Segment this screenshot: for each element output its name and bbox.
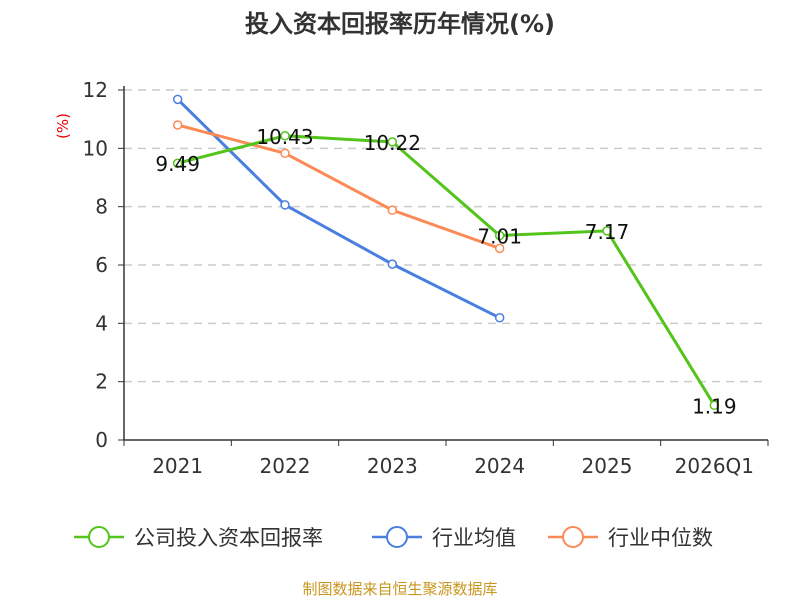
- legend-item[interactable]: 公司投入资本回报率: [74, 526, 323, 550]
- legend-label: 行业中位数: [608, 526, 713, 550]
- data-label: 1.19: [692, 394, 737, 418]
- x-tick-label: 2026Q1: [675, 454, 754, 478]
- x-tick-label: 2023: [367, 454, 418, 478]
- x-tick-label: 2025: [582, 454, 633, 478]
- data-point: [494, 243, 505, 254]
- data-point: [280, 131, 290, 141]
- x-tick-label: 2024: [474, 454, 525, 478]
- legend-marker-icon: [562, 526, 584, 548]
- series-line: [177, 134, 716, 407]
- y-tick-label: 12: [83, 78, 108, 102]
- data-label: 7.01: [477, 225, 522, 249]
- y-axis-label: (%): [54, 113, 72, 139]
- legend-marker-icon: [88, 526, 110, 548]
- data-point: [602, 226, 612, 236]
- x-tick-label: 2021: [152, 454, 203, 478]
- legend-marker-icon: [386, 526, 408, 548]
- x-tick-label: 2022: [260, 454, 311, 478]
- data-point: [709, 400, 720, 411]
- y-tick-label: 0: [95, 428, 108, 452]
- y-tick-label: 2: [95, 370, 108, 394]
- source-note: 制图数据来自恒生聚源数据库: [302, 580, 497, 598]
- y-tick-label: 4: [95, 311, 108, 335]
- y-tick-label: 10: [83, 136, 108, 160]
- legend-item[interactable]: 行业中位数: [548, 526, 713, 550]
- data-label: 9.49: [155, 152, 200, 176]
- data-label: 10.43: [256, 125, 313, 149]
- y-tick-label: 8: [95, 195, 108, 219]
- data-point: [387, 137, 398, 147]
- series-line: [176, 98, 501, 320]
- y-tick-label: 6: [95, 253, 108, 277]
- legend-label: 行业均值: [432, 526, 516, 550]
- data-point: [280, 200, 290, 210]
- data-point: [494, 230, 505, 241]
- data-point: [172, 94, 183, 105]
- data-point: [387, 205, 398, 215]
- legend-label: 公司投入资本回报率: [134, 526, 323, 550]
- series-line: [177, 123, 501, 250]
- data-point: [172, 120, 183, 130]
- data-label: 7.17: [585, 220, 630, 244]
- legend-item[interactable]: 行业均值: [372, 526, 516, 550]
- data-point: [172, 158, 183, 168]
- data-point: [280, 148, 290, 159]
- chart-title: 投入资本回报率历年情况(%): [245, 10, 555, 38]
- data-label: 10.22: [364, 131, 421, 155]
- data-point: [387, 259, 398, 269]
- data-point: [494, 313, 505, 323]
